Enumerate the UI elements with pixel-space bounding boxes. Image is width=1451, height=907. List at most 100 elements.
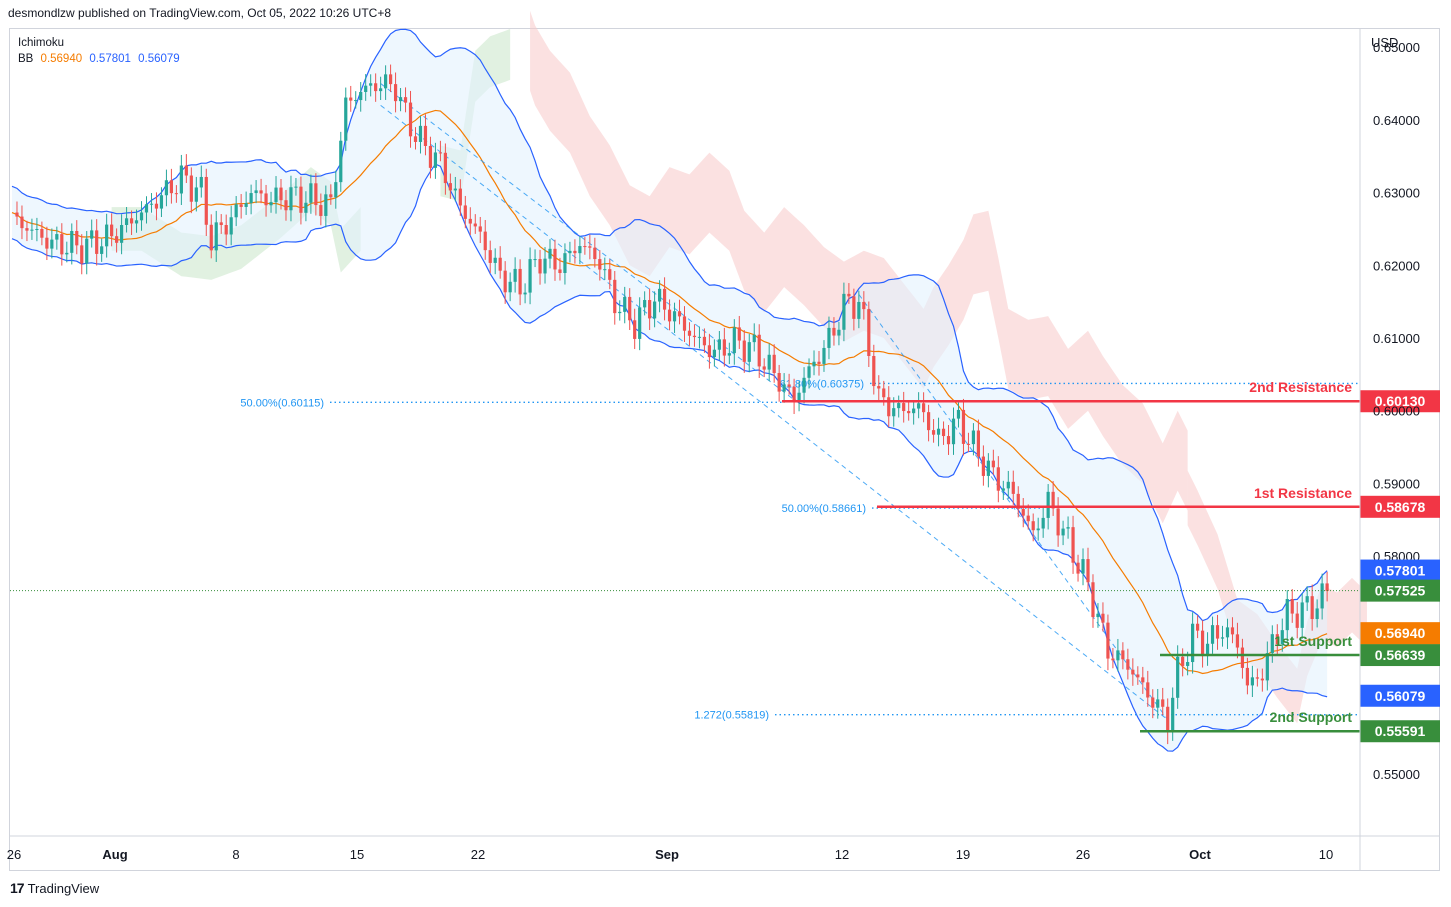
time-tick-label: 26 [7,847,21,862]
candle-body [648,300,652,319]
candle-body [259,190,263,194]
candle-body [1161,699,1165,707]
candle-body [737,327,741,341]
candle-body [124,218,129,225]
candle-body [682,316,687,331]
candle-body [1171,697,1175,733]
candle-body [498,257,502,271]
candle-body [996,467,1000,491]
candle-body [105,224,109,247]
candle-body [1146,682,1150,698]
candle-body [1106,622,1110,659]
candle-body [628,296,632,321]
candle-body [1191,623,1195,663]
candle-body [951,418,956,445]
candle-body [1086,559,1090,583]
price-tick-label: 0.61000 [1373,331,1420,346]
candle-body [588,246,592,248]
candle-body [334,182,338,198]
candle-body [513,268,517,282]
candle-body [887,397,891,417]
candle-body [448,183,452,191]
candle-body [941,428,946,437]
candle-body [70,230,74,253]
candle-body [782,384,786,392]
candle-body [1016,493,1020,509]
level-price-text: 0.55591 [1375,723,1426,739]
time-tick-label: 19 [956,847,970,862]
candle-body [229,217,233,235]
candle-body [428,145,433,168]
time-tick-label: Oct [1189,847,1211,862]
candle-body [712,349,716,358]
candle-body [85,238,89,264]
candle-body [1240,647,1245,668]
candle-body [274,187,278,203]
candle-body [777,373,781,392]
cloud-bear-segment [530,10,1188,524]
candle-body [129,218,134,224]
candle-body [538,259,542,274]
candle-body [1300,602,1304,628]
candle-body [214,222,218,251]
ichimoku-legend: Ichimoku [18,37,65,49]
candle-body [692,335,697,338]
bb-lower-value: 0.56079 [138,53,180,65]
candle-body [184,165,188,176]
candle-body [1001,488,1005,491]
candle-body [702,336,707,346]
candle-body [1021,508,1025,516]
candle-body [1195,623,1200,631]
candle-body [558,269,562,274]
candle-body [1166,706,1170,733]
candle-body [369,83,373,86]
time-tick-label: Sep [655,847,679,862]
time-tick-label: 15 [350,847,364,862]
level-name: 2nd Resistance [1249,379,1352,395]
candle-body [379,88,383,92]
candle-body [110,224,114,237]
candle-body [1270,634,1274,654]
price-tick-label: 0.62000 [1373,258,1420,273]
candle-body [1121,650,1125,660]
candle-body [1315,608,1319,620]
candle-body [100,246,104,254]
candle-body [224,225,228,235]
time-axis: 26 Aug 8 15 22 Sep 12 19 26 Oct 10 [7,29,1439,870]
candle-body [573,250,577,254]
support-resistance-levels: 2nd Resistance 0.60130 1st Resistance 0.586… [10,379,1440,743]
price-tag-text: 0.57525 [1375,583,1426,599]
candle-body [314,183,318,206]
candle-body [1200,630,1205,657]
candle-body [618,311,622,314]
price-tag [1360,684,1440,707]
candle-body [418,125,423,142]
candle-body [892,408,896,417]
candle-body [55,234,59,240]
candle-body [986,460,990,476]
candle-body [787,384,791,387]
candle-body [1091,582,1095,618]
candle-body [30,229,34,231]
candle-body [149,203,154,205]
candle-body [1056,508,1060,536]
fib-level-label: 50.00%(0.58661) [782,503,866,515]
candle-body [1136,674,1140,678]
candle-body [802,377,806,393]
candle-body [732,327,736,354]
candle-body [119,224,124,243]
price-tag-text: 0.57801 [1375,563,1426,579]
candle-body [643,300,647,308]
candle-body [299,186,303,213]
candle-body [309,183,313,203]
price-tick-label: 0.63000 [1373,186,1420,201]
candle-body [249,193,253,204]
level-name: 1st Resistance [1254,485,1352,501]
candle-body [657,288,662,302]
candle-body [917,403,921,409]
candle-body [239,204,243,207]
candle-body [633,320,637,339]
candle-body [912,408,916,414]
